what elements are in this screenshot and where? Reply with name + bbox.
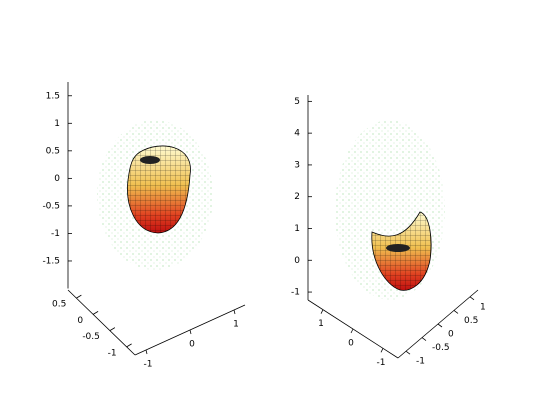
tick-mark [421, 337, 427, 341]
z-tick-label: -1 [291, 288, 300, 298]
tick-mark [233, 309, 236, 315]
tick-mark [350, 328, 354, 334]
z-tick-label: 0.5 [46, 146, 60, 156]
tick-mark [76, 294, 82, 299]
z-tick-label: 5 [294, 97, 300, 107]
z-tick-label: 4 [294, 129, 300, 139]
tick-mark [469, 296, 475, 301]
tick-mark [189, 329, 192, 335]
surface [127, 145, 191, 234]
y-tick-label: 0 [448, 330, 454, 340]
z-tick-label: 2 [294, 192, 300, 202]
tick-mark [126, 343, 132, 348]
tick-mark [109, 327, 116, 331]
x-tick-label: -1 [377, 358, 386, 368]
y-tick-label: 0.5 [52, 300, 66, 310]
x-tick-label: -1 [144, 360, 153, 370]
y-tick-label: -1 [416, 357, 425, 367]
surface [371, 211, 432, 291]
z-tick-label: 1.5 [46, 91, 60, 101]
z-tick-label: 1 [294, 224, 300, 234]
tick-mark [437, 323, 443, 328]
tick-mark [453, 310, 459, 314]
z-tick-label: 0 [54, 174, 60, 184]
x-tick-label: 0 [189, 340, 195, 350]
y-tick-label: 0.5 [464, 316, 478, 326]
tick-mark [320, 309, 324, 314]
z-tick-label: 0 [294, 256, 300, 266]
tick-mark [145, 349, 148, 355]
y-tick-label: -0.5 [82, 332, 100, 342]
tick-mark [92, 311, 99, 315]
y-tick-label: 0 [77, 316, 83, 326]
tick-mark [405, 350, 411, 355]
y-tick-label: 1 [480, 302, 486, 312]
tick-mark [380, 348, 384, 353]
x-tick-label: 1 [318, 319, 324, 329]
y-axis [67, 289, 136, 356]
z-tick-label: 1 [54, 119, 60, 129]
y-tick-label: -0.5 [432, 343, 450, 353]
z-tick-label: -0.5 [42, 201, 60, 211]
x-tick-label: 0 [348, 339, 354, 349]
z-tick-label: -1 [51, 229, 60, 239]
z-tick-label: -1.5 [42, 256, 60, 266]
y-tick-label: -1 [108, 348, 117, 358]
x-tick-label: 1 [233, 320, 239, 330]
z-tick-label: 3 [294, 160, 300, 170]
